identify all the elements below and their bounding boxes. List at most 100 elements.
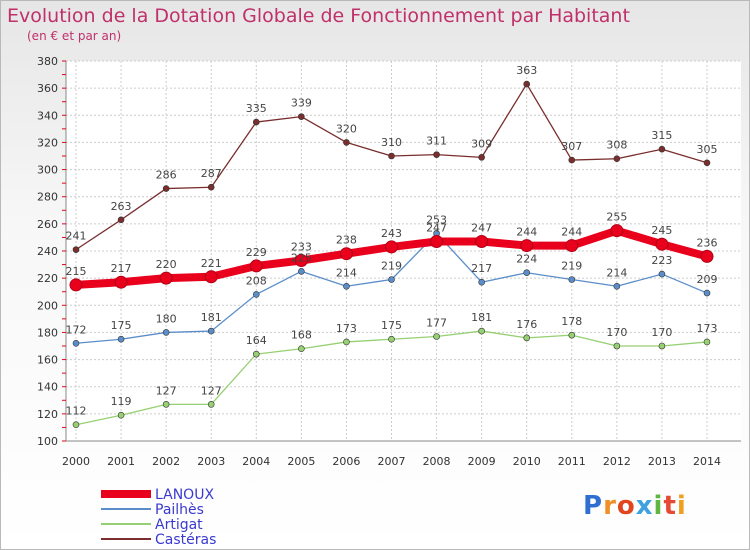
data-point <box>162 401 170 408</box>
data-label: 309 <box>471 137 492 150</box>
y-tick-label: 160 <box>37 354 58 367</box>
data-point <box>658 270 666 278</box>
data-point <box>523 334 531 342</box>
data-point <box>523 269 531 277</box>
data-point <box>568 156 576 164</box>
y-tick-label: 320 <box>37 136 58 149</box>
y-tick-label: 260 <box>37 218 58 231</box>
data-point <box>433 333 440 340</box>
data-label: 224 <box>516 253 537 266</box>
data-point <box>478 278 485 286</box>
data-label: 308 <box>606 139 627 152</box>
x-tick-label: 2007 <box>378 455 406 468</box>
y-tick-label: 180 <box>37 326 58 339</box>
data-point <box>388 276 395 283</box>
x-tick-label: 2004 <box>242 455 270 468</box>
data-point <box>703 338 711 346</box>
logo-letter: P <box>583 491 604 521</box>
data-point <box>249 259 263 273</box>
data-point <box>72 421 80 429</box>
data-point <box>433 151 440 158</box>
data-label: 168 <box>291 329 312 342</box>
data-point <box>117 216 125 224</box>
data-point <box>703 159 711 167</box>
data-point <box>385 240 398 254</box>
data-label: 238 <box>336 234 357 247</box>
data-label: 223 <box>651 254 672 267</box>
data-point <box>388 335 395 343</box>
data-label: 181 <box>201 311 222 324</box>
chart-title: Evolution de la Dotation Globale de Fonc… <box>7 5 630 27</box>
legend-label: LANOUX <box>155 487 214 503</box>
y-tick-label: 220 <box>37 272 58 285</box>
data-point <box>252 118 260 126</box>
x-tick-label: 2005 <box>287 455 315 468</box>
data-label: 247 <box>426 222 447 235</box>
x-tick-label: 2008 <box>423 455 451 468</box>
logo-letter: i <box>676 491 687 521</box>
data-label: 164 <box>246 334 267 347</box>
x-tick-label: 2003 <box>197 455 225 468</box>
x-tick-label: 2013 <box>648 455 676 468</box>
data-label: 176 <box>516 318 537 331</box>
data-label: 170 <box>651 326 672 339</box>
data-point <box>343 338 350 346</box>
data-label: 219 <box>381 260 402 273</box>
data-point <box>613 282 621 290</box>
data-point <box>117 411 125 419</box>
proxiti-logo: Proxiti <box>583 491 687 521</box>
data-point <box>658 342 666 350</box>
y-tick-label: 120 <box>37 408 58 421</box>
data-point <box>72 339 80 347</box>
data-label: 253 <box>426 213 447 226</box>
data-label: 119 <box>111 395 132 408</box>
y-tick-label: 380 <box>37 55 58 68</box>
data-label: 287 <box>201 167 222 180</box>
data-label: 170 <box>606 326 627 339</box>
y-tick-label: 300 <box>37 164 58 177</box>
data-point <box>162 185 170 192</box>
data-label: 217 <box>471 262 492 275</box>
data-point <box>252 291 260 298</box>
data-label: 215 <box>66 265 87 278</box>
data-point <box>298 268 305 275</box>
x-tick-label: 2000 <box>62 455 90 468</box>
x-tick-label: 2002 <box>152 455 180 468</box>
data-point <box>610 224 624 238</box>
data-label: 244 <box>561 226 582 239</box>
x-tick-label: 2006 <box>332 455 360 468</box>
data-point <box>430 235 444 248</box>
legend-label: Pailhès <box>155 502 204 518</box>
data-label: 180 <box>156 312 177 325</box>
data-point <box>523 80 531 88</box>
data-point <box>568 331 576 339</box>
data-point <box>204 270 218 284</box>
data-point <box>658 145 666 153</box>
data-point <box>343 139 350 146</box>
data-point <box>475 235 489 248</box>
data-point <box>207 401 215 408</box>
data-label: 263 <box>111 200 132 213</box>
data-point <box>252 350 260 358</box>
data-point <box>565 239 579 253</box>
y-tick-label: 240 <box>37 245 58 258</box>
data-label: 335 <box>246 102 267 115</box>
data-point <box>207 327 215 335</box>
data-point <box>339 247 353 261</box>
data-point <box>114 275 128 289</box>
data-label: 229 <box>246 246 267 259</box>
data-point <box>700 249 714 263</box>
data-label: 241 <box>66 230 87 243</box>
x-tick-label: 2010 <box>513 455 541 468</box>
data-label: 363 <box>516 64 537 77</box>
data-label: 178 <box>561 315 582 328</box>
legend-label: Castéras <box>155 532 216 548</box>
data-point <box>298 113 305 120</box>
data-point <box>388 152 395 160</box>
data-point <box>162 329 170 336</box>
data-point <box>159 271 173 285</box>
y-tick-label: 140 <box>37 381 58 394</box>
data-label: 310 <box>381 136 402 149</box>
data-label: 177 <box>426 317 447 330</box>
